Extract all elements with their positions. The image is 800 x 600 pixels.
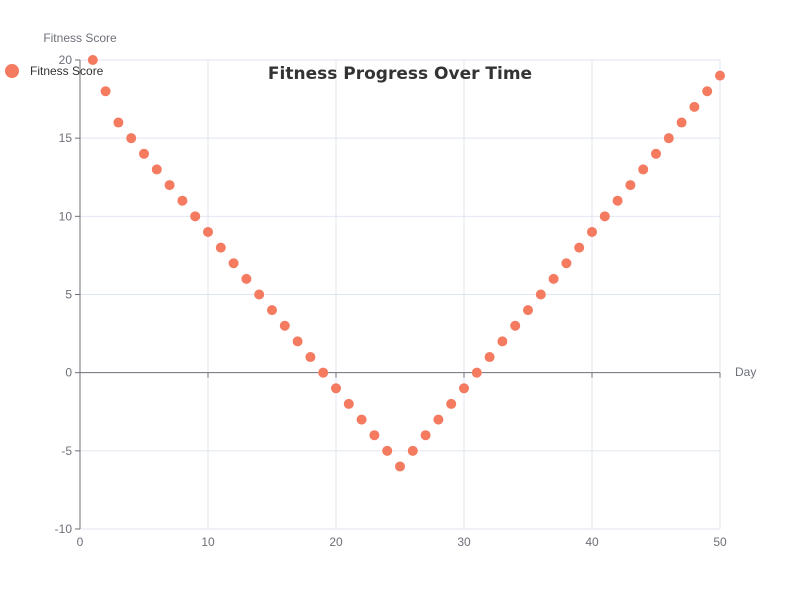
data-point xyxy=(484,352,495,363)
data-point xyxy=(715,70,725,81)
data-point xyxy=(459,383,469,394)
data-point xyxy=(548,273,559,284)
data-point xyxy=(369,430,380,441)
axes xyxy=(75,59,721,530)
data-point xyxy=(113,117,124,128)
y-axis-label: Fitness Score xyxy=(43,31,117,45)
tick-labels: -10 -5 0 5 10 15 20 0 10 20 30 40 50 xyxy=(55,53,727,549)
data-point xyxy=(625,180,636,191)
x-tick-label: 20 xyxy=(329,535,343,549)
y-tick-label: 5 xyxy=(65,288,72,302)
data-point xyxy=(126,133,137,144)
data-point xyxy=(331,383,341,394)
data-point xyxy=(510,320,521,331)
data-point xyxy=(139,148,149,159)
x-tick-label: 0 xyxy=(77,535,84,549)
x-tick-label: 50 xyxy=(713,535,727,549)
data-point xyxy=(612,195,623,206)
legend[interactable]: Fitness Score xyxy=(5,64,104,78)
data-point xyxy=(587,226,597,237)
legend-label[interactable]: Fitness Score xyxy=(30,64,104,78)
legend-marker[interactable] xyxy=(5,64,19,78)
data-point xyxy=(305,352,316,363)
data-point xyxy=(177,195,188,206)
grid-lines xyxy=(80,59,721,530)
data-point xyxy=(318,367,329,378)
y-tick-label: -10 xyxy=(55,522,73,536)
data-point xyxy=(523,305,533,316)
data-point xyxy=(87,55,98,65)
data-point xyxy=(356,414,367,425)
y-tick-label: 15 xyxy=(59,131,73,145)
data-points xyxy=(87,55,725,472)
data-point xyxy=(267,305,277,316)
data-point xyxy=(574,242,585,253)
data-point xyxy=(446,398,457,409)
data-point xyxy=(292,336,303,347)
x-tick-label: 30 xyxy=(457,535,471,549)
data-point xyxy=(254,289,265,300)
data-point xyxy=(497,336,508,347)
data-point xyxy=(535,289,546,300)
data-point xyxy=(599,211,610,222)
y-tick-label: -5 xyxy=(61,444,72,458)
data-point xyxy=(702,86,713,97)
x-axis-label: Day xyxy=(735,365,756,379)
data-point xyxy=(395,461,405,472)
data-point xyxy=(420,430,431,441)
data-point xyxy=(279,320,290,331)
data-point xyxy=(561,258,572,269)
data-point xyxy=(651,148,661,159)
y-tick-label: 10 xyxy=(59,209,73,223)
x-tick-label: 10 xyxy=(201,535,215,549)
data-point xyxy=(164,180,175,191)
data-point xyxy=(343,398,354,409)
data-point xyxy=(638,164,649,175)
data-point xyxy=(203,226,213,237)
data-point xyxy=(100,86,111,97)
data-point xyxy=(241,273,252,284)
data-point xyxy=(689,101,700,112)
data-point xyxy=(215,242,226,253)
data-point xyxy=(382,445,393,456)
data-point xyxy=(663,133,674,144)
data-point xyxy=(676,117,687,128)
chart-title: Fitness Progress Over Time xyxy=(268,64,532,84)
data-point xyxy=(407,445,418,456)
y-tick-label: 0 xyxy=(65,366,72,380)
x-tick-label: 40 xyxy=(585,535,599,549)
data-point xyxy=(433,414,444,425)
y-tick-label: 20 xyxy=(59,53,73,67)
data-point xyxy=(151,164,162,175)
data-point xyxy=(228,258,239,269)
data-point xyxy=(190,211,201,222)
data-point xyxy=(471,367,482,378)
